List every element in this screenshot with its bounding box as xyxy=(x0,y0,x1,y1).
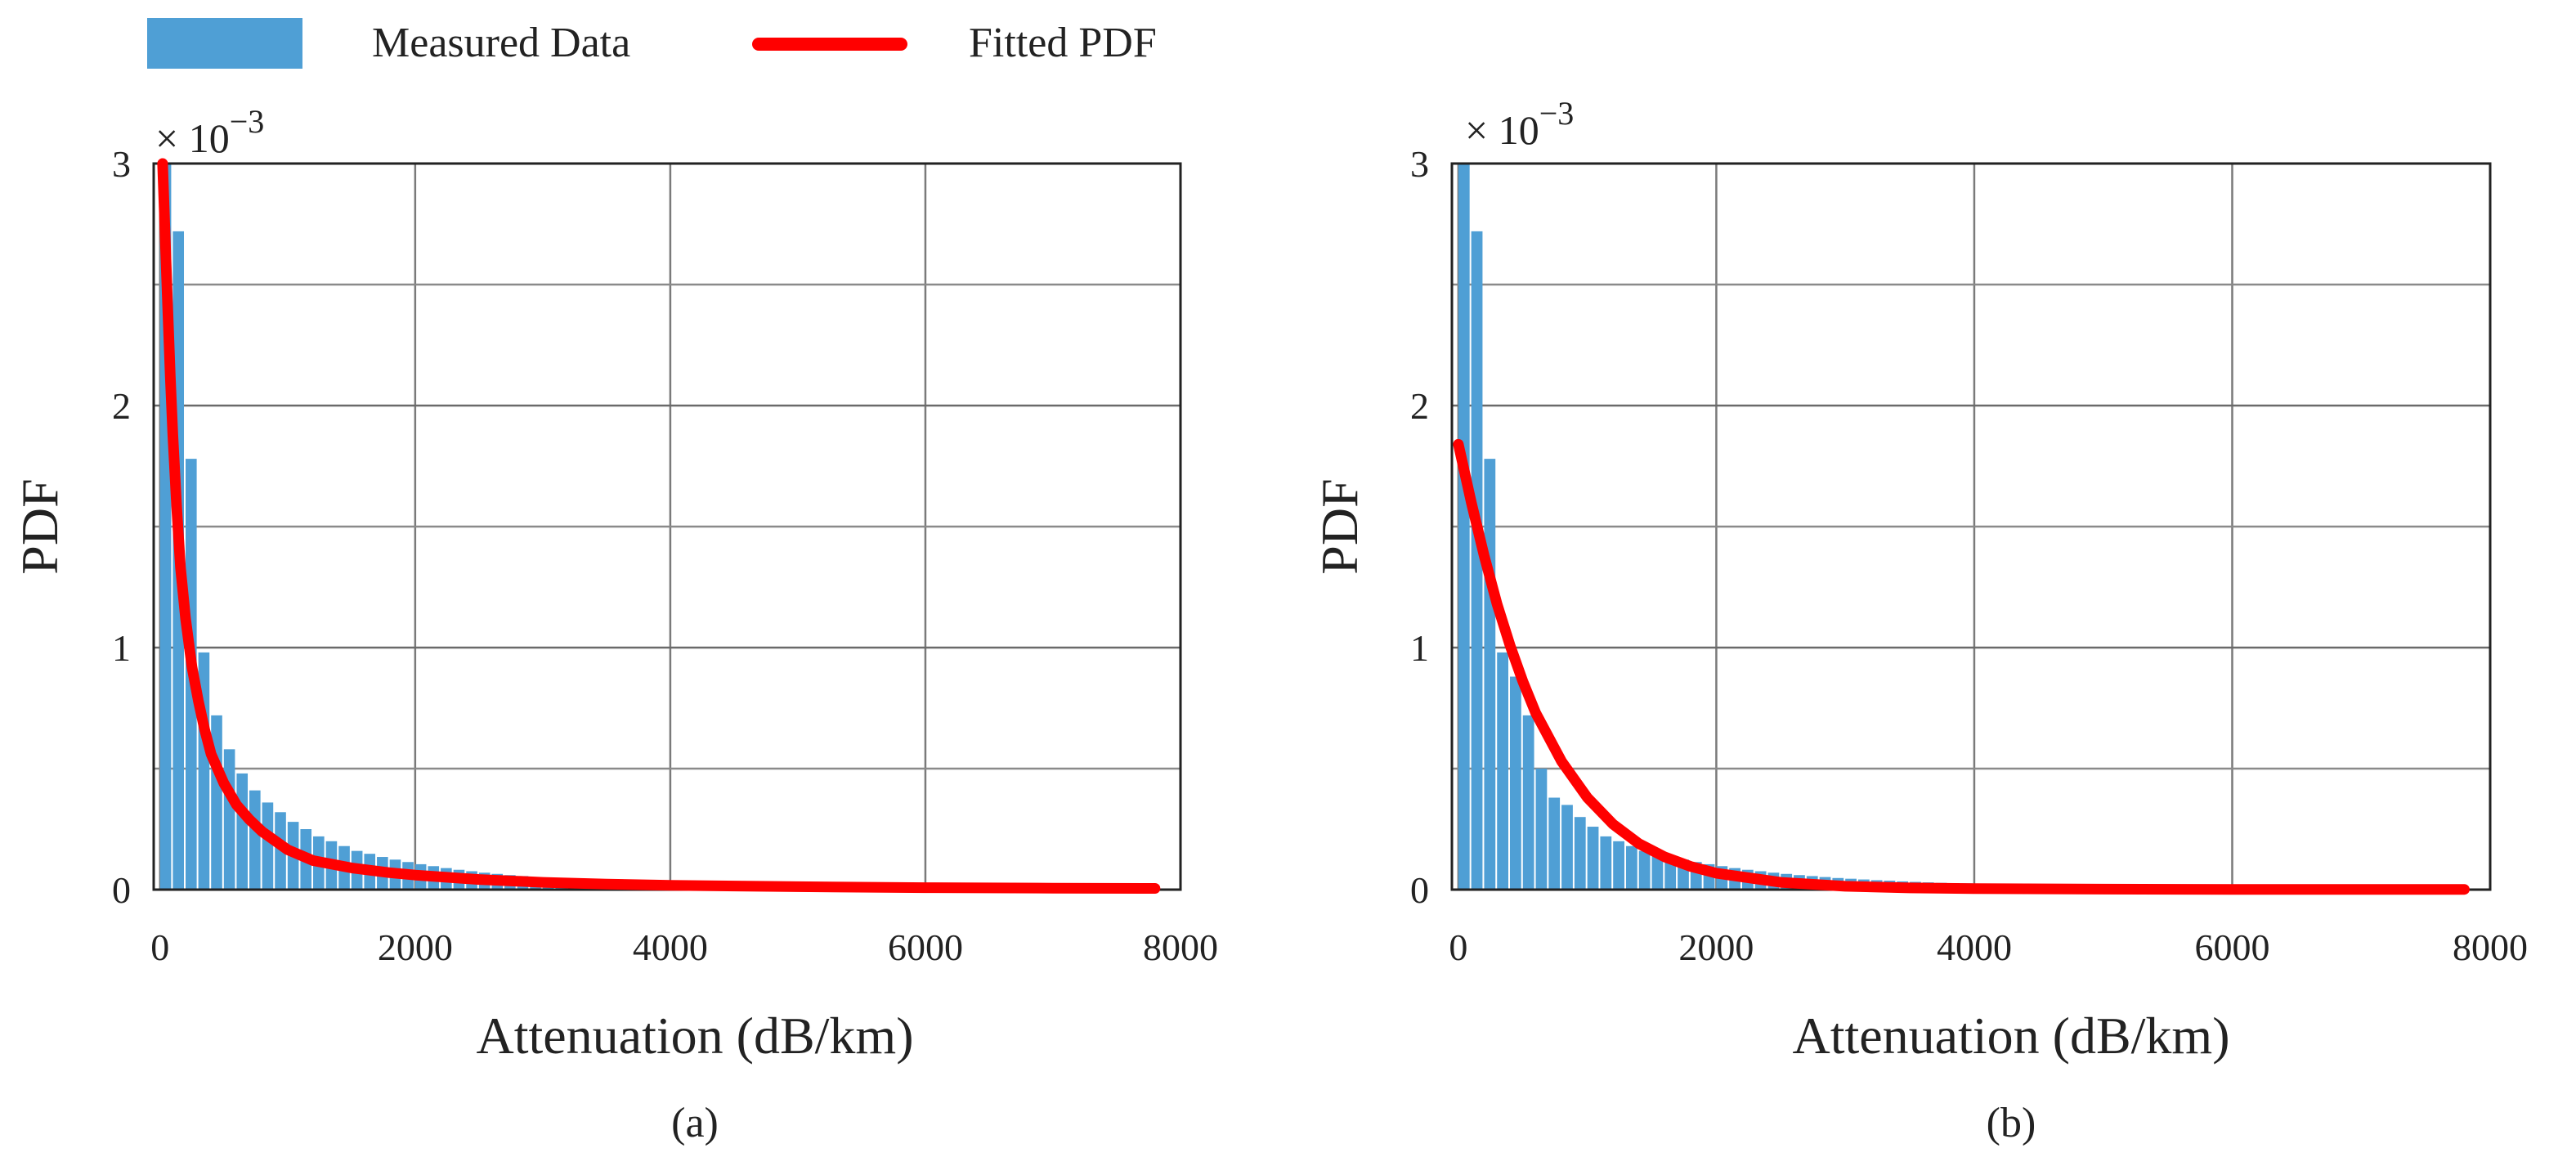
panel-a-histogram-bar xyxy=(236,773,249,890)
panel-b-histogram-bar xyxy=(1548,797,1561,890)
legend: Measured Data Fitted PDF xyxy=(0,0,1226,82)
legend-measured-swatch xyxy=(147,18,302,69)
panel-b-histogram-bar xyxy=(1471,231,1483,890)
panel-a-y-axis-label: PDF xyxy=(11,478,69,574)
panel-b-x-tick-label: 8000 xyxy=(2453,926,2528,968)
panel-b-x-tick-label: 0 xyxy=(1449,926,1467,968)
panel-a-fitted-curve xyxy=(157,158,1161,894)
panel-a-histogram-bar xyxy=(223,749,235,890)
panel-b-histogram-bar xyxy=(1561,805,1573,890)
panel-a-y-tick-label: 2 xyxy=(112,385,131,427)
legend-measured-label: Measured Data xyxy=(372,20,631,66)
panel-b-histogram-bar xyxy=(1509,676,1521,890)
panel-b-x-tick-label: 4000 xyxy=(1937,926,2012,968)
panel-b-x-tick-label: 6000 xyxy=(2194,926,2269,968)
panel-b-x-axis-label: Attenuation (dB/km) xyxy=(1792,1007,2229,1065)
panel-b-histogram-bar xyxy=(1625,845,1637,890)
panel-b-histogram-bar xyxy=(1574,817,1586,890)
panel-a-y-tick-label: 0 xyxy=(112,869,131,911)
panel-b-x-tick-label: 2000 xyxy=(1678,926,1754,968)
panel-b-histogram-bar xyxy=(1458,164,1470,890)
legend-fitted-label: Fitted PDF xyxy=(969,20,1157,66)
panel-a-x-tick-label: 2000 xyxy=(378,926,453,968)
panel-b-y-tick-label: 0 xyxy=(1410,869,1429,911)
panel-b-histogram-bar xyxy=(1535,769,1548,890)
panel-a-x-tick-label: 0 xyxy=(150,926,169,968)
panel-a-histogram-bar xyxy=(249,790,261,890)
panel-a-y-tick-label: 1 xyxy=(112,627,131,669)
panel-a-x-tick-label: 8000 xyxy=(1143,926,1218,968)
panel-a-y-tick-label: 3 xyxy=(112,143,131,185)
panel-b-caption: (b) xyxy=(1987,1100,2036,1146)
panel-a-x-tick-label: 4000 xyxy=(633,926,708,968)
panel-b-fitted-curve xyxy=(1453,438,2470,895)
panel-b-histogram-bar xyxy=(1651,854,1664,890)
panel-b-histogram-bar xyxy=(1497,652,1508,890)
panel-a-histogram-bar xyxy=(262,802,274,890)
panel-b-y-tick-label: 2 xyxy=(1410,385,1429,427)
panel-b-y-axis-label: PDF xyxy=(1310,478,1369,574)
panel-a-x-tick-label: 6000 xyxy=(888,926,963,968)
panel-b-histogram-bar xyxy=(1600,836,1612,890)
panel-b-y-tick-label: 3 xyxy=(1410,143,1429,185)
panel-b-y-exponent: × 10−3 xyxy=(1465,95,1574,153)
panel-a-x-axis-label: Attenuation (dB/km) xyxy=(476,1007,913,1065)
panel-b-y-tick-label: 1 xyxy=(1410,627,1429,669)
panel-b-histogram-bar xyxy=(1587,827,1599,890)
panel-b-histogram-bar xyxy=(1522,715,1534,890)
panel-b-histogram-bar xyxy=(1484,459,1496,890)
panel-b-histogram-bar xyxy=(1638,850,1651,890)
panel-a-caption: (a) xyxy=(671,1100,719,1146)
panel-a-y-exponent: × 10−3 xyxy=(155,103,264,161)
panel-b-histogram-bar xyxy=(1613,841,1624,890)
legend-fitted-swatch xyxy=(752,38,907,51)
